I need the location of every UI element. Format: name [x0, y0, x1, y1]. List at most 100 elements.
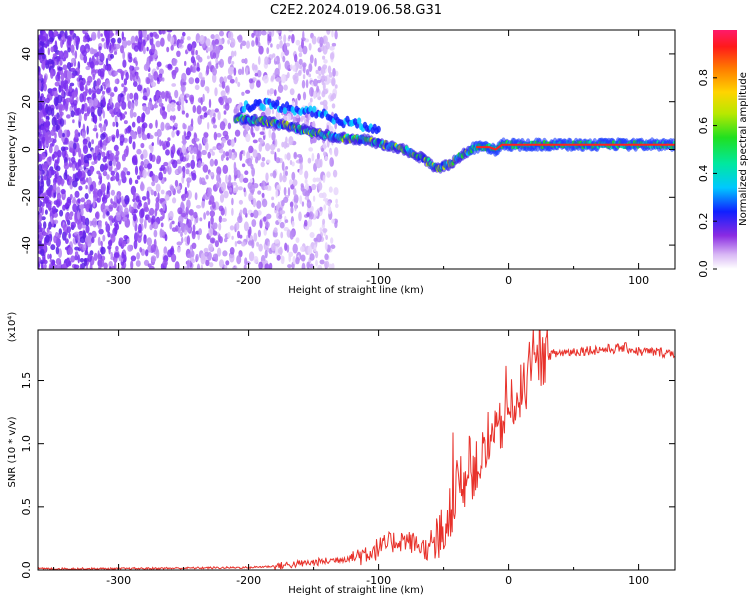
- noise-speck: [219, 193, 225, 203]
- noise-speck: [221, 218, 227, 222]
- noise-speck: [117, 68, 123, 73]
- noise-speck: [289, 64, 293, 70]
- noise-speck: [84, 217, 90, 227]
- noise-speck: [120, 45, 124, 54]
- noise-speck: [317, 264, 323, 269]
- noise-speck: [113, 86, 118, 93]
- noise-speck: [216, 166, 222, 176]
- noise-speck: [143, 201, 148, 212]
- noise-speck: [86, 80, 91, 86]
- noise-speck: [281, 73, 287, 84]
- noise-speck: [63, 162, 70, 170]
- noise-speck: [45, 97, 50, 104]
- noise-speck: [214, 108, 219, 113]
- noise-speck: [108, 215, 114, 221]
- noise-speck: [242, 150, 246, 157]
- noise-speck: [182, 31, 186, 37]
- noise-speck: [212, 67, 217, 76]
- noise-speck: [282, 174, 287, 183]
- noise-speck: [231, 154, 236, 161]
- noise-speck: [166, 103, 172, 113]
- noise-speck: [62, 263, 65, 269]
- noise-speck: [109, 266, 112, 269]
- noise-speck: [243, 264, 247, 269]
- noise-speck: [121, 240, 127, 247]
- noise-speck: [71, 91, 78, 98]
- noise-speck: [150, 81, 157, 88]
- noise-speck: [158, 97, 163, 106]
- noise-speck: [137, 126, 142, 135]
- noise-speck: [83, 102, 88, 112]
- noise-speck: [38, 54, 41, 61]
- noise-speck: [236, 255, 242, 265]
- noise-speck: [142, 169, 147, 179]
- noise-speck: [249, 195, 254, 201]
- noise-speck: [88, 88, 92, 95]
- noise-speck: [322, 55, 326, 60]
- x-tick-label: -200: [236, 274, 261, 287]
- noise-speck: [206, 210, 210, 216]
- noise-speck: [295, 39, 301, 46]
- noise-speck: [227, 31, 234, 41]
- noise-speck: [225, 260, 230, 266]
- noise-speck: [113, 51, 118, 55]
- noise-speck: [143, 63, 149, 71]
- noise-speck: [222, 250, 228, 257]
- noise-speck: [38, 221, 42, 230]
- noise-speck: [125, 71, 129, 81]
- noise-speck: [248, 251, 255, 262]
- noise-speck: [224, 238, 228, 243]
- noise-speck: [196, 66, 201, 72]
- noise-speck: [310, 205, 314, 213]
- noise-speck: [284, 60, 290, 70]
- noise-speck: [62, 224, 69, 233]
- noise-speck: [211, 151, 215, 156]
- noise-speck: [192, 105, 197, 113]
- noise-speck: [56, 124, 60, 131]
- noise-speck: [300, 246, 305, 252]
- noise-speck: [215, 64, 219, 70]
- noise-speck: [54, 58, 58, 66]
- noise-speck: [100, 103, 103, 108]
- noise-speck: [307, 218, 313, 227]
- noise-speck: [251, 239, 255, 249]
- noise-speck: [163, 246, 168, 255]
- noise-speck: [154, 131, 158, 137]
- noise-speck: [85, 225, 90, 234]
- noise-speck: [47, 58, 53, 65]
- noise-speck: [313, 91, 317, 100]
- noise-speck: [123, 216, 128, 221]
- noise-speck: [311, 153, 315, 162]
- noise-speck: [109, 42, 112, 51]
- noise-speck: [218, 215, 223, 223]
- noise-speck: [116, 193, 120, 200]
- noise-speck: [312, 177, 317, 183]
- noise-speck: [146, 237, 152, 247]
- noise-speck: [258, 142, 263, 152]
- noise-speck: [172, 159, 178, 169]
- noise-speck: [160, 207, 163, 216]
- noise-speck: [218, 236, 223, 244]
- noise-speck: [68, 232, 71, 239]
- noise-speck: [205, 142, 209, 151]
- noise-speck: [104, 163, 109, 171]
- snr-y-axis: 0.0 0.5 1.0 1.5: [20, 372, 675, 579]
- noise-speck: [330, 244, 336, 249]
- noise-speck: [150, 189, 154, 196]
- noise-speck: [223, 190, 229, 199]
- noise-speck: [219, 121, 226, 131]
- noise-speck: [197, 150, 202, 159]
- noise-speck: [82, 123, 86, 133]
- noise-speck: [267, 89, 270, 96]
- noise-speck: [235, 76, 238, 84]
- noise-speck: [324, 253, 329, 261]
- noise-speck: [55, 232, 59, 237]
- noise-speck: [286, 152, 291, 161]
- noise-speck: [110, 189, 115, 196]
- noise-speck: [200, 97, 203, 105]
- noise-speck: [113, 144, 119, 152]
- noise-speck: [292, 179, 298, 187]
- noise-speck: [116, 161, 121, 171]
- noise-speck: [185, 112, 189, 118]
- noise-speck: [264, 56, 269, 65]
